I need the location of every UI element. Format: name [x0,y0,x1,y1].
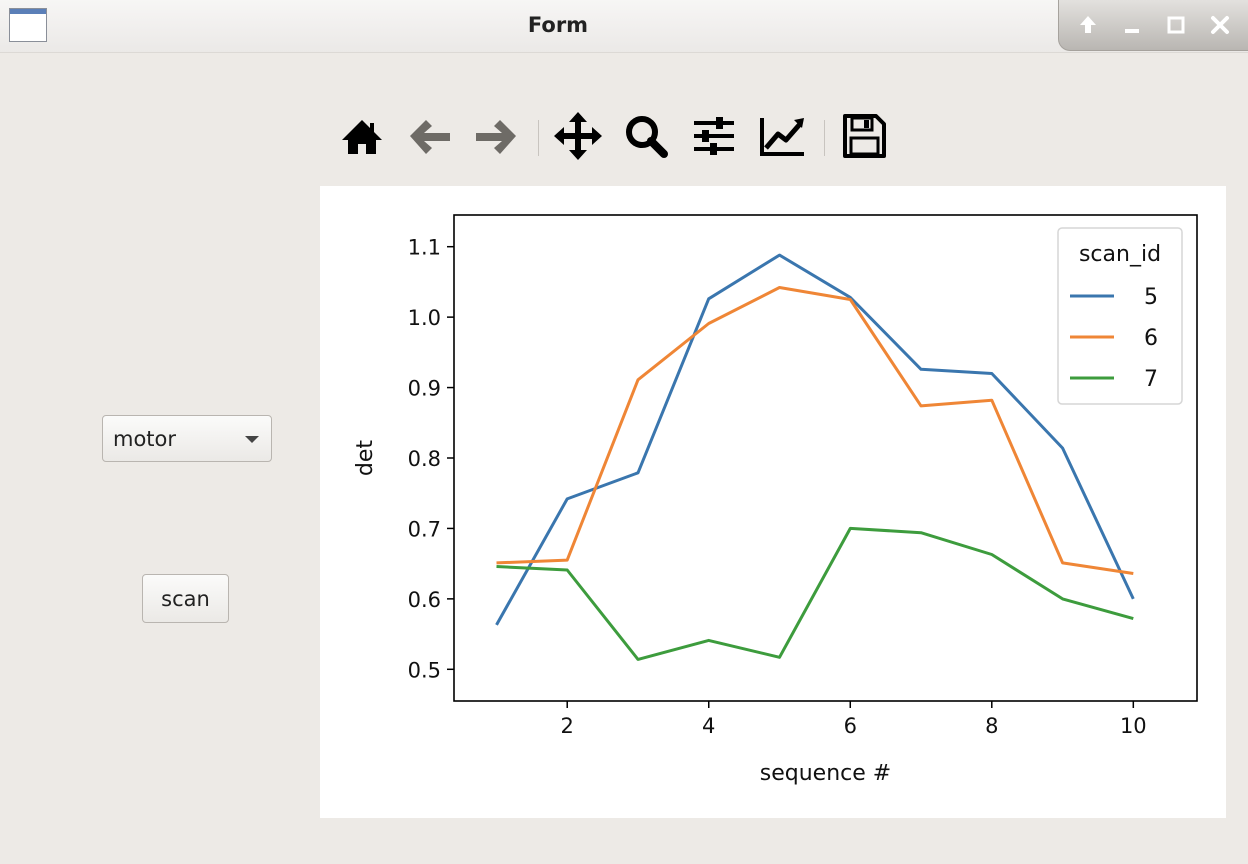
y-axis-label: det [353,440,378,477]
y-tick-label: 1.0 [408,306,441,330]
maximize-icon [1167,16,1185,34]
home-icon [342,120,382,154]
window-controls [1058,0,1248,51]
legend-box [1057,227,1183,405]
series-line [496,286,1134,575]
series-line [495,253,1135,626]
window-app-icon[interactable] [9,8,47,42]
legend-entry: 5 [1144,285,1158,310]
pan-button[interactable] [550,106,606,166]
y-tick-label: 1.1 [408,236,441,260]
x-tick-label: 4 [702,714,715,738]
motor-select-value: motor [113,427,177,451]
shade-button[interactable] [1073,10,1103,40]
legend-entry: 7 [1144,367,1158,392]
minimize-icon [1125,29,1139,33]
y-tick-label: 0.6 [408,588,441,612]
zoom-button[interactable] [618,106,674,166]
forward-icon [476,120,516,154]
minimize-button[interactable] [1117,10,1147,40]
y-tick-label: 0.7 [408,517,441,541]
save-icon [843,114,886,158]
legend-title: scan_id [1079,242,1161,267]
toolbar-separator [824,120,825,156]
x-tick-label: 2 [561,714,574,738]
save-button[interactable] [836,106,892,166]
back-button[interactable] [402,106,458,166]
line-chart: 2 4 6 8 10 0.5 0.6 0.7 0.8 0.9 1.0 1.1 sequence # det… [353,214,1198,786]
maximize-button[interactable] [1161,10,1191,40]
window-title: Form [527,13,589,37]
motor-select[interactable]: motor [102,415,272,462]
x-tick-label: 8 [985,714,998,738]
home-button[interactable] [334,106,390,166]
plot-canvas[interactable]: 2 4 6 8 10 0.5 0.6 0.7 0.8 0.9 1.0 1.1 sequence # det… [320,186,1226,818]
toolbar-separator [538,120,539,156]
configure-subplots-icon [694,117,734,155]
shade-icon [1080,16,1096,33]
configure-subplots-button[interactable] [686,106,742,166]
series-line [496,526,1134,661]
y-tick-label: 0.8 [408,447,441,471]
legend-entry: 6 [1144,326,1158,351]
close-icon [1211,16,1229,34]
x-tick-label: 10 [1120,714,1147,738]
forward-button[interactable] [468,106,524,166]
back-icon [410,120,450,154]
plot-toolbar [334,106,894,166]
title-bar: Form [0,0,1248,53]
chevron-down-icon [245,436,259,443]
y-tick-label: 0.9 [408,377,441,401]
pan-icon [554,112,602,160]
edit-axis-icon [760,118,804,156]
edit-axis-button[interactable] [754,106,810,166]
scan-button[interactable]: scan [142,574,229,623]
y-tick-label: 0.5 [408,658,441,682]
zoom-icon [626,116,668,158]
x-tick-label: 6 [844,714,857,738]
close-button[interactable] [1205,10,1235,40]
x-axis-label: sequence # [760,761,891,786]
